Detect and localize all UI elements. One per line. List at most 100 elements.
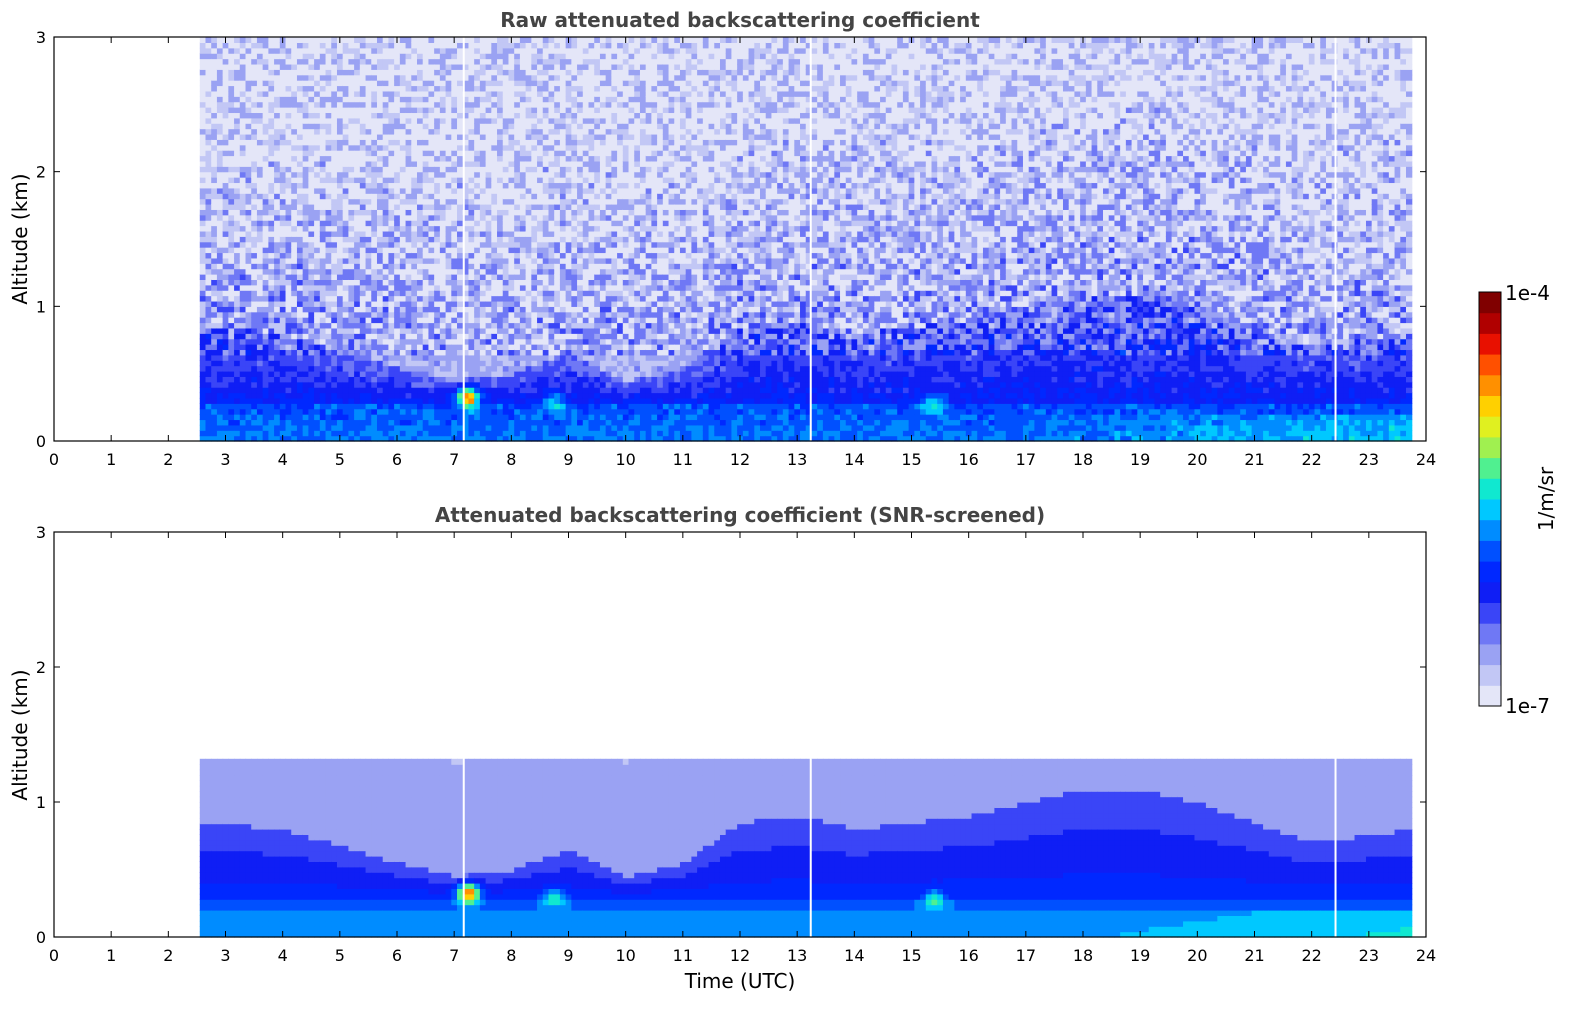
heatmap-cell (331, 322, 337, 328)
heatmap-cell (446, 355, 452, 361)
heatmap-cell (331, 409, 337, 415)
heatmap-cell (514, 102, 520, 108)
heatmap-cell (291, 91, 297, 97)
heatmap-cell (434, 37, 440, 43)
heatmap-cell (268, 312, 274, 318)
heatmap-cell (251, 301, 257, 307)
heatmap-cell (217, 215, 223, 221)
heatmap-cell (251, 409, 257, 415)
heatmap-cell (360, 193, 366, 199)
heatmap-cell (366, 393, 372, 399)
heatmap-cell (491, 53, 497, 59)
heatmap-cell (308, 409, 314, 415)
heatmap-cell (411, 80, 417, 86)
heatmap-cell (366, 306, 372, 312)
heatmap-cell (348, 312, 354, 318)
heatmap-cell (274, 328, 280, 334)
heatmap-cell (486, 112, 492, 118)
heatmap-cell (474, 69, 480, 75)
heatmap-cell (234, 220, 240, 226)
heatmap-cell (205, 64, 211, 70)
heatmap-cell (486, 48, 492, 54)
heatmap-cell (423, 258, 429, 264)
heatmap-cell (240, 355, 246, 361)
heatmap-cell (268, 387, 274, 393)
heatmap-cell (514, 123, 520, 129)
heatmap-cell (354, 215, 360, 221)
heatmap-cell (286, 328, 292, 334)
heatmap-cell (468, 274, 474, 280)
heatmap-cell (314, 242, 320, 248)
heatmap-cell (354, 376, 360, 382)
heatmap-cell (223, 150, 229, 156)
heatmap-cell (234, 376, 240, 382)
heatmap-cell (274, 193, 280, 199)
heatmap-cell (491, 328, 497, 334)
heatmap-cell (520, 403, 526, 409)
heatmap-cell (320, 382, 326, 388)
heatmap-cell (434, 220, 440, 226)
heatmap-cell (211, 285, 217, 291)
heatmap-cell (240, 376, 246, 382)
heatmap-cell (514, 414, 520, 420)
heatmap-cell (457, 75, 463, 81)
heatmap-cell (205, 139, 211, 145)
heatmap-cell (274, 430, 280, 436)
heatmap-cell (457, 182, 463, 188)
heatmap-cell (468, 123, 474, 129)
heatmap-cell (474, 322, 480, 328)
heatmap-cell (200, 344, 206, 350)
heatmap-cell (411, 274, 417, 280)
heatmap-cell (508, 42, 514, 48)
heatmap-cell (440, 188, 446, 194)
heatmap-cell (497, 290, 503, 296)
heatmap-cell (503, 199, 509, 205)
heatmap-cell (337, 193, 343, 199)
heatmap-cell (263, 371, 269, 377)
heatmap-cell (383, 366, 389, 372)
heatmap-cell (406, 161, 412, 167)
heatmap-cell (326, 123, 332, 129)
heatmap-cell (497, 182, 503, 188)
heatmap-cell (383, 252, 389, 258)
heatmap-cell (434, 96, 440, 102)
heatmap-cell (223, 398, 229, 404)
heatmap-cell (400, 279, 406, 285)
heatmap-cell (411, 414, 417, 420)
heatmap-cell (366, 231, 372, 237)
heatmap-cell (383, 290, 389, 296)
heatmap-cell (451, 156, 457, 162)
heatmap-cell (434, 129, 440, 135)
heatmap-cell (291, 112, 297, 118)
heatmap-cell (200, 231, 206, 237)
heatmap-cell (446, 349, 452, 355)
heatmap-cell (246, 236, 252, 242)
heatmap-cell (303, 247, 309, 253)
heatmap-cell (394, 312, 400, 318)
heatmap-cell (217, 258, 223, 264)
heatmap-cell (331, 80, 337, 86)
heatmap-cell (268, 139, 274, 145)
heatmap-cell (228, 333, 234, 339)
heatmap-cell (468, 91, 474, 97)
heatmap-cell (263, 387, 269, 393)
heatmap-cell (514, 398, 520, 404)
heatmap-cell (280, 366, 286, 372)
heatmap-cell (326, 209, 332, 215)
heatmap-cell (377, 322, 383, 328)
heatmap-cell (331, 366, 337, 372)
heatmap-cell (474, 360, 480, 366)
heatmap-cell (343, 123, 349, 129)
heatmap-cell (251, 59, 257, 65)
heatmap-cell (371, 306, 377, 312)
heatmap-cell (246, 42, 252, 48)
heatmap-cell (508, 209, 514, 215)
heatmap-cell (388, 269, 394, 275)
heatmap-cell (406, 247, 412, 253)
heatmap-cell (520, 139, 526, 145)
heatmap-cell (263, 403, 269, 409)
heatmap-cell (263, 306, 269, 312)
heatmap-cell (503, 59, 509, 65)
heatmap-cell (200, 177, 206, 183)
heatmap-cell (337, 129, 343, 135)
